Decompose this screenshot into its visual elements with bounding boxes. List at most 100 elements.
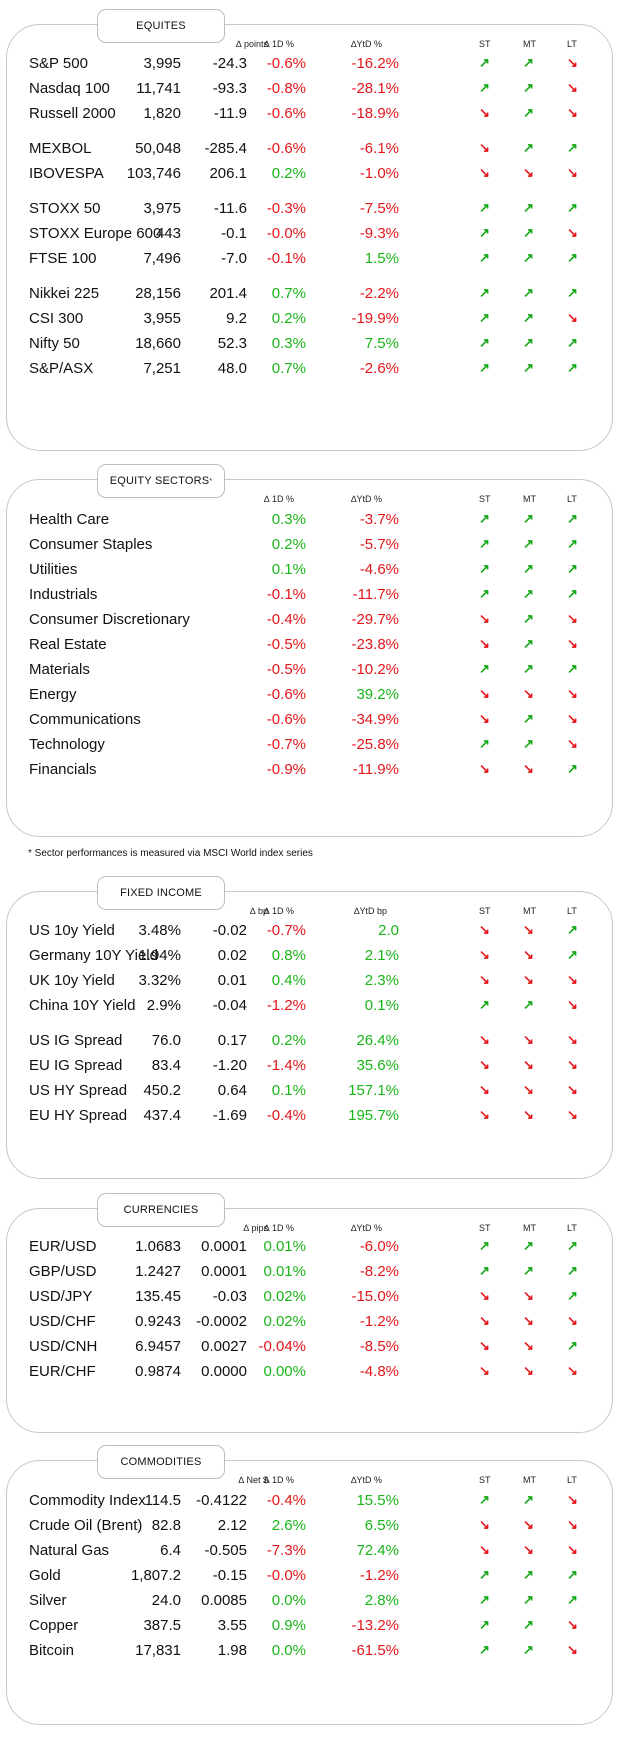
row-1d-change: 2.6% — [271, 1517, 306, 1534]
arrow-up-icon: ↗ — [523, 1617, 534, 1632]
row-name: Germany 10Y Yield — [29, 947, 158, 964]
arrow-up-icon: ↗ — [479, 310, 490, 325]
arrow-down-icon: ↘ — [523, 1363, 534, 1378]
row-value: 387.5 — [143, 1617, 181, 1634]
row-ytd-change: -5.7% — [359, 536, 399, 553]
arrow-up-icon: ↗ — [523, 661, 534, 676]
row-name: USD/CNH — [29, 1338, 98, 1355]
row-change: -7.0 — [221, 250, 247, 267]
row-name: Communications — [29, 711, 141, 728]
arrow-down-icon: ↘ — [567, 686, 578, 701]
row-change: -11.6 — [213, 200, 247, 217]
row-name: EU HY Spread — [29, 1107, 128, 1124]
row-name: IBOVESPA — [29, 165, 104, 182]
row-ytd-change: -18.9% — [351, 105, 399, 122]
arrow-down-icon: ↘ — [479, 1288, 490, 1303]
row-name: Real Estate — [29, 636, 107, 653]
row-change: -1.20 — [212, 1057, 247, 1074]
row-ytd-change: -7.5% — [359, 200, 399, 217]
row-1d-change: -0.3% — [266, 200, 306, 217]
row-1d-change: -0.0% — [266, 1567, 306, 1584]
arrow-up-icon: ↗ — [523, 105, 534, 120]
row-value: 114.5 — [144, 1492, 181, 1509]
arrow-down-icon: ↘ — [523, 1107, 534, 1122]
arrow-down-icon: ↘ — [567, 736, 578, 751]
arrow-up-icon: ↗ — [523, 561, 534, 576]
row-ytd-change: -15.0% — [351, 1288, 399, 1305]
col-ytd-header: ∆YtD % — [350, 1223, 382, 1233]
row-name: GBP/USD — [29, 1263, 97, 1280]
arrow-up-icon: ↗ — [523, 80, 534, 95]
row-ytd-change: 1.5% — [364, 250, 399, 267]
arrow-up-icon: ↗ — [523, 1492, 534, 1507]
arrow-up-icon: ↗ — [523, 200, 534, 215]
row-change: 206.1 — [209, 165, 247, 182]
arrow-down-icon: ↘ — [479, 1338, 490, 1353]
fixed-income-panel: FIXED INCOME ∆ bp ∆ 1D % ∆YtD bp ST MT L… — [6, 876, 613, 1179]
col-st-header: ST — [479, 1475, 491, 1485]
arrow-up-icon: ↗ — [567, 1592, 578, 1607]
arrow-down-icon: ↘ — [479, 140, 490, 155]
row-ytd-change: -2.6% — [359, 360, 399, 377]
col-mt-header: MT — [523, 39, 536, 49]
arrow-up-icon: ↗ — [523, 636, 534, 651]
row-1d-change: 0.0% — [271, 1642, 306, 1659]
arrow-down-icon: ↘ — [479, 1363, 490, 1378]
row-ytd-change: -8.5% — [359, 1338, 399, 1355]
row-name: Gold — [29, 1567, 61, 1584]
arrow-up-icon: ↗ — [567, 511, 578, 526]
arrow-down-icon: ↘ — [567, 611, 578, 626]
arrow-up-icon: ↗ — [523, 586, 534, 601]
row-value: 3,995 — [143, 55, 181, 72]
row-1d-change: 0.7% — [271, 285, 306, 302]
row-value: 6.9457 — [135, 1338, 181, 1355]
row-change: 48.0 — [217, 360, 247, 377]
row-value: 1.94% — [138, 947, 181, 964]
row-value: 24.0 — [151, 1592, 181, 1609]
row-ytd-change: 0.1% — [364, 997, 399, 1014]
arrow-down-icon: ↘ — [567, 55, 578, 70]
row-1d-change: -0.5% — [266, 661, 306, 678]
row-1d-change: -7.3% — [266, 1542, 306, 1559]
arrow-down-icon: ↘ — [567, 1032, 578, 1047]
row-name: FTSE 100 — [29, 250, 97, 267]
arrow-up-icon: ↗ — [523, 360, 534, 375]
arrow-down-icon: ↘ — [479, 636, 490, 651]
row-ytd-change: -9.3% — [359, 225, 399, 242]
row-name: Materials — [29, 661, 90, 678]
arrow-down-icon: ↘ — [567, 310, 578, 325]
arrow-down-icon: ↘ — [479, 922, 490, 937]
row-change: -0.15 — [212, 1567, 247, 1584]
arrow-down-icon: ↘ — [567, 997, 578, 1012]
row-change: -0.4122 — [196, 1492, 247, 1509]
arrow-up-icon: ↗ — [523, 335, 534, 350]
row-value: 28,156 — [135, 285, 181, 302]
row-change: -0.0002 — [196, 1313, 247, 1330]
arrow-down-icon: ↘ — [523, 1338, 534, 1353]
row-change: 0.17 — [217, 1032, 247, 1049]
row-name: Health Care — [29, 511, 110, 528]
row-value: 0.9243 — [135, 1313, 181, 1330]
arrow-up-icon: ↗ — [479, 335, 490, 350]
row-name: US HY Spread — [29, 1082, 128, 1099]
row-ytd-change: -34.9% — [351, 711, 399, 728]
row-1d-change: 0.02% — [263, 1288, 306, 1305]
arrow-up-icon: ↗ — [523, 1238, 534, 1253]
arrow-up-icon: ↗ — [567, 1567, 578, 1582]
row-name: Technology — [29, 736, 105, 753]
arrow-down-icon: ↘ — [567, 1313, 578, 1328]
row-name: STOXX Europe 600 — [29, 225, 162, 242]
row-name: Consumer Staples — [29, 536, 153, 553]
arrow-up-icon: ↗ — [479, 997, 490, 1012]
row-1d-change: -0.6% — [266, 140, 306, 157]
row-value: 11,741 — [136, 80, 181, 97]
arrow-down-icon: ↘ — [479, 1057, 490, 1072]
commodities-title: COMMODITIES — [120, 1456, 202, 1468]
row-1d-change: 0.3% — [271, 335, 306, 352]
row-name: US 10y Yield — [29, 922, 115, 939]
col-lt-header: LT — [567, 39, 577, 49]
arrow-down-icon: ↘ — [479, 165, 490, 180]
row-value: 6.4 — [160, 1542, 181, 1559]
arrow-up-icon: ↗ — [523, 1592, 534, 1607]
arrow-up-icon: ↗ — [479, 736, 490, 751]
